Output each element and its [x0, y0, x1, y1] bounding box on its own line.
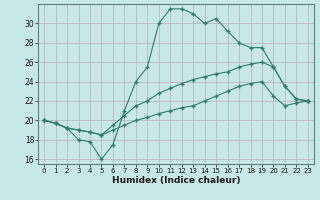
X-axis label: Humidex (Indice chaleur): Humidex (Indice chaleur)	[112, 176, 240, 185]
